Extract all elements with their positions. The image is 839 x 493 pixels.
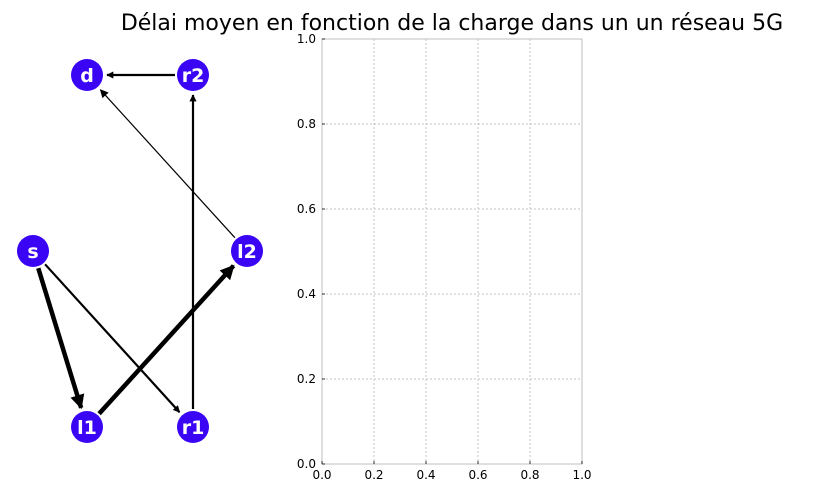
node-label: s — [27, 241, 38, 263]
edge-s-to-r1 — [44, 263, 181, 413]
node-label: r2 — [182, 65, 205, 87]
node-r2: r2 — [177, 59, 209, 91]
figure-title: Délai moyen en fonction de la charge dan… — [121, 11, 783, 36]
node-circle — [177, 59, 209, 91]
plot-grid — [322, 39, 582, 464]
edge-l2-to-d — [99, 89, 236, 239]
x-tick-label: 0.8 — [520, 468, 539, 482]
x-tick-label: 0.6 — [468, 468, 487, 482]
y-axis-ticks: 0.0 0.2 0.4 0.6 0.8 1.0 — [297, 32, 325, 471]
node-circle — [71, 411, 103, 443]
node-circle — [71, 59, 103, 91]
x-tick-label: 0.0 — [312, 468, 331, 482]
node-l1: l1 — [71, 411, 103, 443]
y-tick-label: 0.4 — [297, 287, 316, 301]
x-tick-label: 1.0 — [572, 468, 591, 482]
x-axis-ticks: 0.0 0.2 0.4 0.6 0.8 1.0 — [312, 461, 592, 482]
graph-nodes: d r2 s l2 l1 r1 — [17, 59, 263, 443]
node-label: l1 — [77, 417, 97, 439]
node-label: d — [80, 65, 94, 87]
x-tick-label: 0.4 — [416, 468, 435, 482]
node-label: r1 — [182, 417, 205, 439]
node-label: l2 — [237, 241, 257, 263]
y-tick-label: 0.0 — [297, 457, 316, 471]
x-tick-label: 0.2 — [364, 468, 383, 482]
y-tick-label: 0.6 — [297, 202, 316, 216]
node-circle — [231, 235, 263, 267]
node-d: d — [71, 59, 103, 91]
y-tick-label: 1.0 — [297, 32, 316, 46]
edge-s-to-l1 — [36, 267, 85, 410]
y-tick-label: 0.2 — [297, 372, 316, 386]
node-r1: r1 — [177, 411, 209, 443]
node-s: s — [17, 235, 49, 267]
edge-l1-to-l2 — [97, 264, 236, 416]
graph-edges — [36, 71, 236, 416]
y-tick-label: 0.8 — [297, 117, 316, 131]
network-graph: d r2 s l2 l1 r1 — [17, 59, 263, 443]
node-circle — [177, 411, 209, 443]
empty-plot-axes: 0.0 0.2 0.4 0.6 0.8 1.0 0.0 0.2 0.4 0.6 0.8 1.0 — [297, 32, 592, 482]
node-circle — [17, 235, 49, 267]
plot-frame — [321, 38, 583, 465]
node-l2: l2 — [231, 235, 263, 267]
